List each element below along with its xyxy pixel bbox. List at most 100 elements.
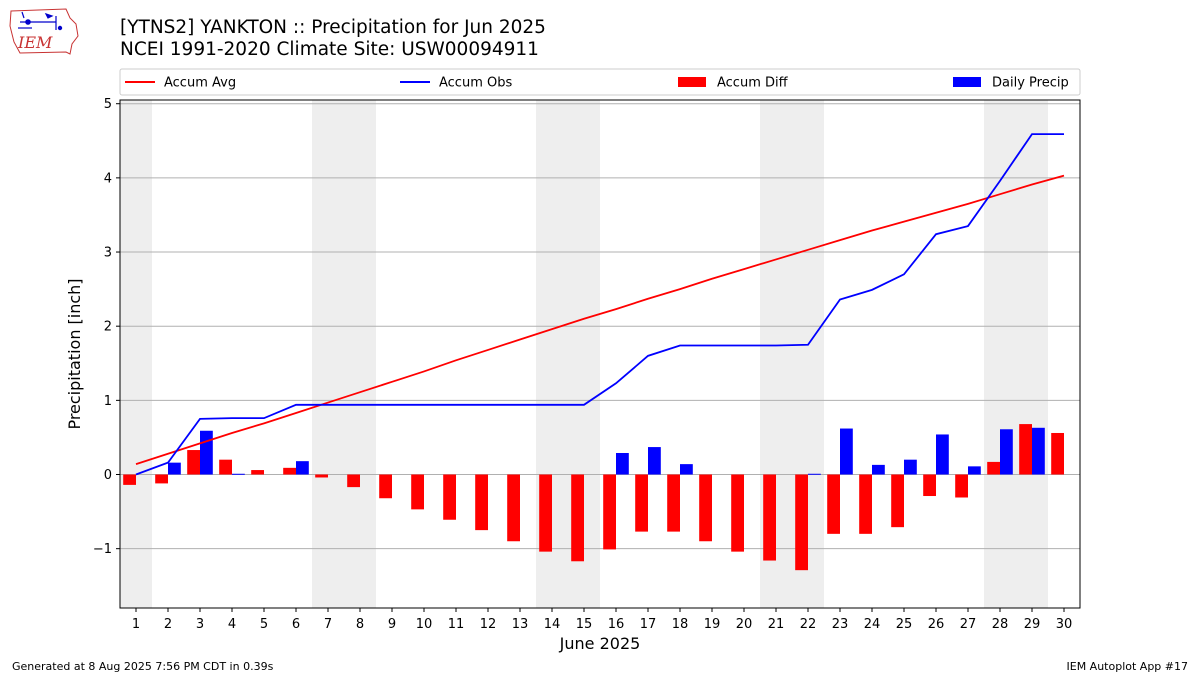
x-tick-label: 6 <box>292 617 300 632</box>
y-tick-label: 5 <box>104 97 112 112</box>
x-tick-label: 27 <box>960 617 977 632</box>
y-tick-label: 0 <box>104 468 112 483</box>
x-tick-label: 19 <box>704 617 721 632</box>
x-tick-label: 21 <box>768 617 785 632</box>
accum-diff-bar <box>763 474 776 561</box>
x-tick-label: 29 <box>1024 617 1041 632</box>
daily-precip-bar <box>840 428 853 475</box>
accum-diff-bar <box>443 474 456 520</box>
daily-precip-bar <box>200 430 213 475</box>
x-tick-label: 7 <box>324 617 332 632</box>
x-tick-label: 2 <box>164 617 172 632</box>
y-tick-label: 3 <box>104 246 112 261</box>
daily-precip-bar <box>168 462 181 475</box>
legend-swatch-bar <box>678 77 706 87</box>
chart-title: [YTNS2] YANKTON :: Precipitation for Jun… <box>120 17 546 38</box>
x-tick-label: 22 <box>800 617 817 632</box>
accum-diff-bar <box>411 474 424 510</box>
daily-precip-bar <box>648 447 661 475</box>
x-tick-label: 24 <box>864 617 881 632</box>
y-tick-label: 4 <box>104 171 112 186</box>
accum-diff-bar <box>571 474 584 562</box>
x-tick-label: 25 <box>896 617 913 632</box>
x-tick-label: 18 <box>672 617 689 632</box>
legend-swatch-bar <box>953 77 981 87</box>
x-tick-label: 15 <box>576 617 593 632</box>
accum-diff-bar <box>635 474 648 532</box>
x-tick-label: 10 <box>416 617 433 632</box>
app-label: IEM Autoplot App #17 <box>1066 660 1189 673</box>
accum-diff-bar <box>891 474 904 528</box>
daily-precip-bar <box>1000 429 1013 475</box>
daily-precip-bar <box>232 473 245 475</box>
accum-diff-bar <box>955 474 968 498</box>
accum-diff-bar <box>859 474 872 534</box>
daily-precip-bar <box>968 466 981 475</box>
y-tick-label: −1 <box>93 542 112 557</box>
accum-diff-bar <box>315 474 328 478</box>
x-tick-label: 28 <box>992 617 1009 632</box>
accum-diff-bar <box>283 467 296 475</box>
accum-diff-bar <box>475 474 488 531</box>
accum-diff-bar <box>795 474 808 571</box>
accum-diff-bar <box>539 474 552 552</box>
legend: Accum Avg Accum Obs Accum Diff Daily Precip <box>119 68 1081 96</box>
accum-diff-bar <box>827 474 840 534</box>
accum-diff-bar <box>507 474 520 542</box>
accum-diff-bar <box>731 474 744 552</box>
x-tick-label: 23 <box>832 617 849 632</box>
accum-diff-bar <box>187 450 200 475</box>
chart-subtitle: NCEI 1991-2020 Climate Site: USW00094911 <box>120 39 539 60</box>
x-tick-label: 9 <box>388 617 396 632</box>
accum-diff-bar <box>667 474 680 532</box>
accum-diff-bar <box>987 461 1000 475</box>
daily-precip-bar <box>872 464 885 475</box>
x-tick-label: 20 <box>736 617 753 632</box>
iowa-outline-icon <box>9 8 79 55</box>
logo-text: IEM <box>17 33 53 52</box>
weekend-band <box>312 100 376 608</box>
weather-instrument-icon <box>18 11 63 31</box>
daily-precip-bar <box>680 464 693 475</box>
legend-label: Accum Diff <box>717 76 789 91</box>
x-tick-label: 5 <box>260 617 268 632</box>
weekend-shading <box>120 100 1048 608</box>
accum-diff-bar <box>603 474 616 550</box>
x-tick-label: 26 <box>928 617 945 632</box>
x-tick-label: 3 <box>196 617 204 632</box>
legend-box <box>119 68 1081 96</box>
accum-diff-bar <box>379 474 392 499</box>
x-tick-label: 12 <box>480 617 497 632</box>
weekend-band <box>120 100 152 608</box>
accum-diff-bar <box>219 459 232 475</box>
accum-diff-bar <box>155 474 168 484</box>
accum-diff-bar <box>251 470 264 475</box>
accum-obs-line <box>135 133 1064 476</box>
daily-precip-bar <box>936 434 949 475</box>
weekend-band <box>984 100 1048 608</box>
x-tick-label: 30 <box>1056 617 1073 632</box>
x-axis-label: June 2025 <box>559 634 641 653</box>
iem-logo: IEM <box>9 8 79 55</box>
accum-avg-line <box>135 174 1065 465</box>
accum-diff-bar <box>923 474 936 497</box>
daily-precip-bar <box>808 473 821 475</box>
daily-precip-bar <box>1032 427 1045 475</box>
plot-frame <box>119 99 1081 609</box>
x-tick-label: 16 <box>608 617 625 632</box>
accum-diff-bar <box>699 474 712 542</box>
generated-timestamp: Generated at 8 Aug 2025 7:56 PM CDT in 0… <box>12 660 274 673</box>
x-tick-label: 8 <box>356 617 364 632</box>
accum-diff-bar <box>1019 424 1032 475</box>
legend-label: Daily Precip <box>992 76 1069 91</box>
y-tick-label: 2 <box>104 320 112 335</box>
accum-diff-bar <box>347 474 360 488</box>
accum-diff-bar <box>1051 432 1064 475</box>
gridlines <box>120 103 1080 550</box>
y-tick-label: 1 <box>104 394 112 409</box>
daily-precip-bar <box>296 461 309 475</box>
lines <box>135 133 1065 476</box>
daily-precip-bar <box>904 459 917 475</box>
